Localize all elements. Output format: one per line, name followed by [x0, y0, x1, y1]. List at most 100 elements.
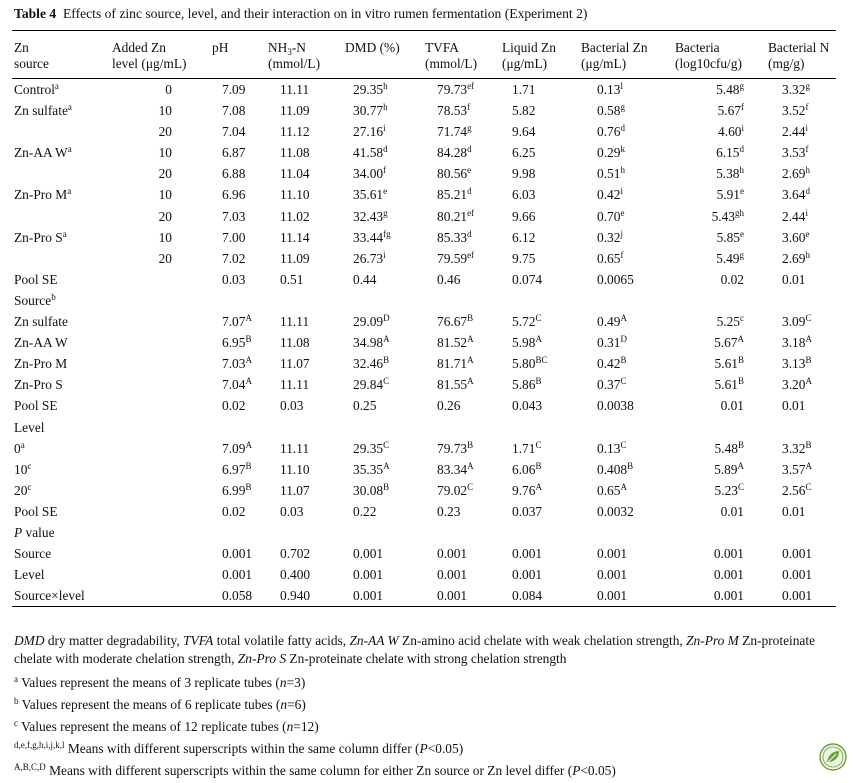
row-label: 20c: [14, 481, 32, 498]
significance-superscript: D: [383, 313, 390, 324]
cell-value: 6.12: [512, 229, 536, 245]
cell-value: 7.02: [222, 250, 246, 266]
cell-value: 0.01: [720, 503, 744, 519]
cell-value: 6.06: [512, 461, 536, 477]
cell-value: 0.22: [353, 503, 377, 519]
cell-value: 3.18: [782, 335, 806, 351]
table-cell: 3.52f: [768, 100, 836, 121]
table-cell: 10: [112, 142, 212, 163]
table-cell: 9.64: [502, 121, 581, 142]
row-label: Zn-Pro Sa: [14, 228, 67, 245]
table-cell: 5.25c: [675, 311, 768, 332]
table-row: 20 7.04 11.12 27.16i 71.74g 9.64 0.76d 4.60i 2.4…: [12, 121, 836, 142]
significance-superscript: B: [383, 481, 390, 492]
table-title: Effects of zinc source, level, and their…: [62, 6, 588, 21]
table-cell: 11.09: [268, 248, 345, 269]
cell-value: 0.26: [437, 398, 461, 414]
table-cell: 11.11: [268, 311, 345, 332]
table-cell: 0.001: [768, 543, 836, 564]
cell-value: 81.52: [437, 335, 468, 351]
significance-superscript: A: [467, 460, 474, 471]
table-cell: 0.13l: [581, 79, 675, 101]
table-row: 20 7.03 11.02 32.43g 80.21ef 9.66 0.70e 5.43gh 2…: [12, 206, 836, 227]
table-cell: 41.58d: [345, 142, 425, 163]
row-label: [12, 206, 112, 227]
table-cell: 5.43gh: [675, 206, 768, 227]
significance-superscript: C: [620, 376, 627, 387]
table-cell: 0.37C: [581, 374, 675, 395]
table-cell: 6.99B: [212, 480, 268, 501]
significance-superscript: i: [620, 186, 623, 197]
table-cell: 3.20A: [768, 374, 836, 395]
significance-superscript: A: [245, 313, 252, 324]
table-cell: [112, 480, 212, 501]
column-header: NH3-N (mmol/L): [268, 30, 345, 79]
table-row: 20 7.02 11.09 26.73i 79.59ef 9.75 0.65f 5.49g 2.…: [12, 248, 836, 269]
table-cell: 79.02C: [425, 480, 502, 501]
table-cell: 79.59ef: [425, 248, 502, 269]
table-row: Zn sulfatea 10 7.08 11.09 30.77h 78.53f 5.82 0.…: [12, 100, 836, 121]
cell-value: 35.61: [353, 187, 384, 203]
table-cell: 0.001: [425, 585, 502, 608]
significance-superscript: C: [737, 481, 744, 492]
table-row: Zn-Pro Sa 10 7.00 11.14 33.44fg 85.33d 6.12 0.3…: [12, 227, 836, 248]
cell-value: 10: [158, 103, 172, 119]
cell-value: 11.14: [280, 229, 310, 245]
row-label: Pool SE: [14, 398, 58, 414]
cell-value: 0.02: [222, 503, 246, 519]
significance-superscript: h: [620, 165, 625, 176]
table-cell: 11.04: [268, 163, 345, 184]
cell-value: 83.34: [437, 461, 468, 477]
significance-superscript: A: [245, 355, 252, 366]
cell-value: 0.02: [720, 271, 744, 287]
cell-value: 0.001: [597, 588, 628, 604]
significance-superscript: g: [805, 81, 810, 91]
cell-value: 2.44: [782, 208, 806, 224]
table-cell: [112, 438, 212, 459]
significance-superscript: f: [620, 249, 624, 260]
cell-value: 9.75: [512, 250, 536, 266]
table-cell: 0.001: [425, 543, 502, 564]
table-cell: 0.702: [268, 543, 345, 564]
cell-value: 0.03: [280, 398, 304, 414]
table-cell: 0.03: [268, 395, 345, 416]
cell-value: 79.02: [437, 482, 468, 498]
significance-superscript: BC: [535, 355, 548, 366]
section-row: P value: [12, 522, 836, 543]
footnote-marker: b: [14, 696, 19, 706]
table-cell: 0.01: [768, 501, 836, 522]
cell-value: 11.07: [280, 356, 310, 372]
cell-value: 0.02: [222, 398, 246, 414]
footnote: A,B,C,D Means with different superscript…: [14, 762, 616, 779]
footnote-marker: c: [14, 718, 18, 728]
cell-value: 0.001: [437, 567, 468, 583]
table-cell: 5.67A: [675, 332, 768, 353]
cell-value: 0.001: [353, 567, 384, 583]
significance-superscript: g: [620, 102, 625, 113]
table-cell: 11.08: [268, 142, 345, 163]
cell-value: 0.03: [280, 503, 304, 519]
table-cell: 81.55A: [425, 374, 502, 395]
footnote: a Values represent the means of 3 replic…: [14, 674, 306, 691]
table-cell: 85.21d: [425, 184, 502, 205]
table-cell: 32.46B: [345, 353, 425, 374]
table-cell: 6.15d: [675, 142, 768, 163]
table-cell: 0.001: [768, 585, 836, 608]
cell-value: 79.73: [437, 440, 468, 456]
table-cell: 9.76A: [502, 480, 581, 501]
table-cell: 1.71C: [502, 438, 581, 459]
label-superscript: c: [27, 481, 32, 492]
table-cell: 5.48g: [675, 79, 768, 101]
table-cell: 27.16i: [345, 121, 425, 142]
row-label: Zn-Pro Ma: [14, 186, 72, 203]
significance-superscript: A: [245, 439, 252, 450]
cell-value: 5.48: [716, 82, 740, 97]
significance-superscript: B: [737, 439, 744, 450]
table-cell: 9.75: [502, 248, 581, 269]
table-row: 10c 6.97B 11.10 35.35A 83.34A 6.06B 0.408B 5.89…: [12, 459, 836, 480]
cell-value: 3.60: [782, 229, 806, 245]
footnote-variable: P: [572, 763, 581, 778]
significance-superscript: gh: [735, 207, 744, 218]
table-cell: 3.18A: [768, 332, 836, 353]
significance-superscript: e: [740, 186, 744, 197]
